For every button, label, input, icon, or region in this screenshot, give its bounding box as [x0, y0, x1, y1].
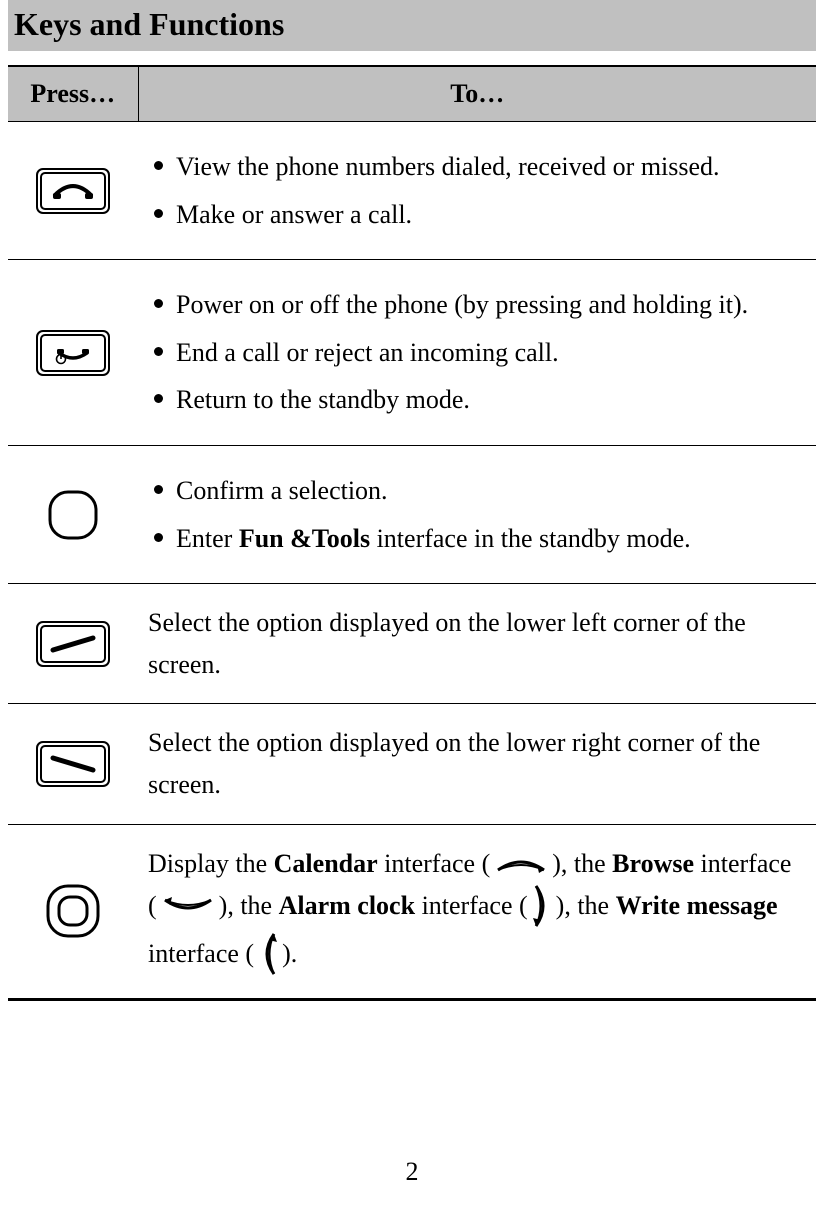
key-icon-cell: [8, 824, 138, 1000]
header-press: Press…: [8, 66, 138, 122]
title-bar: Keys and Functions: [8, 0, 816, 51]
table-row: Confirm a selection. Enter Fun &Tools in…: [8, 445, 816, 583]
text-fragment: interface (: [148, 939, 254, 968]
bullet-item: End a call or reject an incoming call.: [148, 332, 806, 374]
key-desc-cell: View the phone numbers dialed, received …: [138, 122, 816, 260]
bullet-item: Power on or off the phone (by pressing a…: [148, 284, 806, 326]
nav-left-icon: [256, 930, 280, 978]
nav-up-icon: [492, 852, 550, 876]
plain-text: Select the option displayed on the lower…: [148, 728, 760, 799]
plain-text: Select the option displayed on the lower…: [148, 608, 746, 679]
bullet-item: Make or answer a call.: [148, 194, 806, 236]
key-icon-cell: [8, 584, 138, 704]
text-fragment: ), the: [552, 849, 612, 878]
bold-text: Calendar: [274, 849, 378, 878]
text-fragment: ), the: [556, 891, 616, 920]
nav-key-icon: [44, 882, 102, 940]
table-row: Select the option displayed on the lower…: [8, 584, 816, 704]
key-desc-cell: Confirm a selection. Enter Fun &Tools in…: [138, 445, 816, 583]
text-fragment: interface (: [378, 849, 491, 878]
bullet-item: Enter Fun &Tools interface in the standb…: [148, 518, 806, 560]
bold-text: Alarm clock: [279, 891, 415, 920]
bullet-item: Confirm a selection.: [148, 470, 806, 512]
bold-text: Browse: [612, 849, 694, 878]
table-row: Power on or off the phone (by pressing a…: [8, 260, 816, 446]
key-desc-cell: Select the option displayed on the lower…: [138, 704, 816, 824]
key-desc-cell: Select the option displayed on the lower…: [138, 584, 816, 704]
text-fragment: interface (: [415, 891, 528, 920]
bold-text: Fun &Tools: [239, 524, 370, 553]
table-row: View the phone numbers dialed, received …: [8, 122, 816, 260]
text-fragment: ).: [282, 939, 297, 968]
page-title: Keys and Functions: [14, 6, 810, 43]
key-icon-cell: [8, 704, 138, 824]
table-row: Display the Calendar interface ( ), the B…: [8, 824, 816, 1000]
key-desc-cell: Display the Calendar interface ( ), the B…: [138, 824, 816, 1000]
text-fragment: interface in the standby mode.: [370, 524, 691, 553]
nav-down-icon: [159, 894, 217, 918]
header-to: To…: [138, 66, 816, 122]
key-icon-cell: [8, 260, 138, 446]
ok-key-icon: [46, 488, 100, 542]
keys-table: Press… To… View the phon: [8, 65, 816, 1001]
bullet-item: Return to the standby mode.: [148, 379, 806, 421]
key-icon-cell: [8, 445, 138, 583]
table-row: Select the option displayed on the lower…: [8, 704, 816, 824]
bullet-item: View the phone numbers dialed, received …: [148, 146, 806, 188]
text-fragment: Enter: [176, 524, 239, 553]
text-fragment: ), the: [219, 891, 279, 920]
bold-text: Write message: [616, 891, 778, 920]
end-key-icon: [35, 329, 111, 377]
nav-right-icon: [530, 882, 554, 930]
key-icon-cell: [8, 122, 138, 260]
key-desc-cell: Power on or off the phone (by pressing a…: [138, 260, 816, 446]
left-soft-key-icon: [35, 620, 111, 668]
page-number: 2: [0, 1157, 824, 1187]
right-soft-key-icon: [35, 740, 111, 788]
text-fragment: Display the: [148, 849, 274, 878]
call-key-icon: [35, 167, 111, 215]
